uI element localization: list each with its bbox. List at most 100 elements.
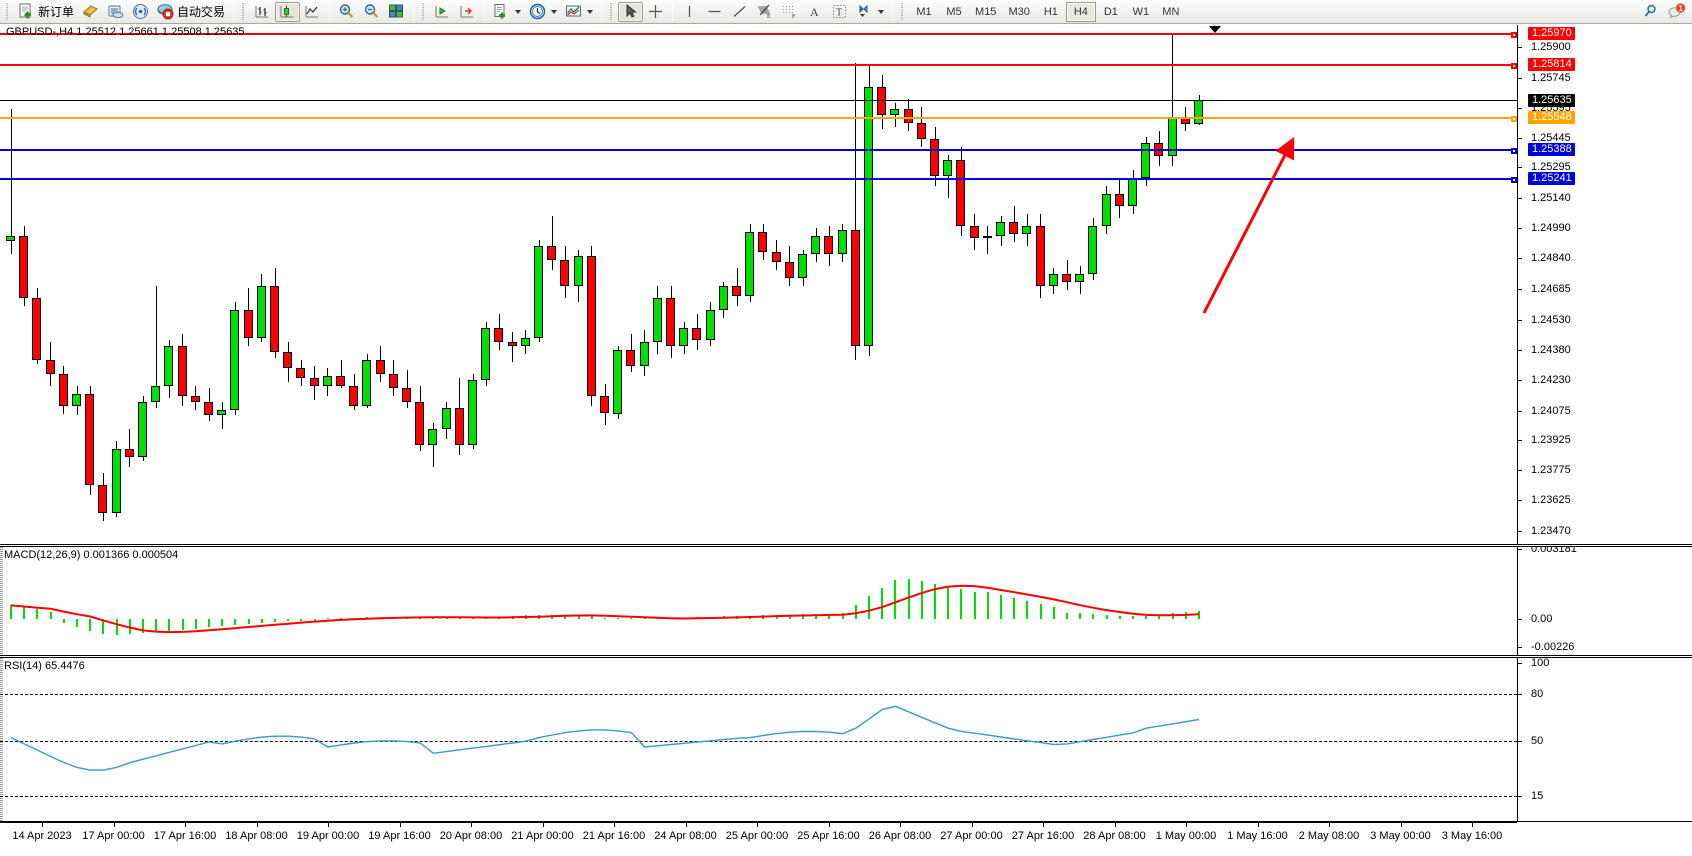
price-plot-area[interactable] [0, 25, 1517, 544]
text-button[interactable]: A [802, 2, 827, 22]
indicators-dropdown-arrow[interactable] [515, 9, 522, 14]
time-axis-line [0, 822, 1517, 823]
period-dropdown-arrow[interactable] [551, 9, 558, 14]
macd-histogram-bar [208, 619, 210, 628]
macd-plot-area[interactable] [0, 547, 1517, 655]
templates-dropdown-arrow[interactable] [587, 9, 594, 14]
crosshair-button[interactable] [643, 2, 668, 22]
support-line-2[interactable] [0, 177, 1517, 184]
timeframe-d1[interactable]: D1 [1103, 5, 1118, 18]
macd-histogram-bar [815, 614, 818, 619]
new-order-button[interactable]: 新订单 [14, 2, 78, 22]
line-handle[interactable] [1511, 147, 1517, 154]
rsi-axis-tick: 100 [1517, 658, 1692, 670]
search-button[interactable] [1638, 2, 1663, 22]
time-axis-label: 27 Apr 00:00 [940, 830, 1003, 842]
timeframe-m15[interactable]: M15 [975, 5, 997, 18]
chart-shift-button[interactable] [430, 2, 455, 22]
period-button[interactable] [525, 2, 561, 22]
timeframe-mn[interactable]: MN [1162, 5, 1180, 18]
toolbar-grip-4[interactable] [609, 2, 616, 21]
timeframe-h1[interactable]: H1 [1043, 5, 1058, 18]
time-axis-label: 27 Apr 16:00 [1011, 830, 1075, 842]
macd-panel-grip[interactable] [0, 547, 3, 655]
time-axis-tick [1257, 822, 1259, 827]
svg-text:1: 1 [1678, 4, 1683, 13]
resistance-line-1[interactable] [0, 31, 1517, 38]
time-axis-label: 26 Apr 08:00 [868, 830, 932, 842]
time-axis-tick [757, 822, 758, 827]
rsi-panel[interactable]: RSI(14) 65.4476 100 80 50 15 [0, 657, 1692, 822]
macd-panel[interactable]: MACD(12,26,9) 0.001366 0.000504 0.003181… [0, 546, 1692, 656]
toolbar-grip-2[interactable] [241, 2, 248, 21]
line-handle[interactable] [1511, 116, 1517, 123]
rsi-axis: 100 80 50 15 [1517, 658, 1692, 821]
rsi-plot-area[interactable] [0, 658, 1517, 821]
auto-trading-button[interactable]: 自动交易 [153, 2, 229, 22]
time-axis-label: 24 Apr 08:00 [654, 830, 717, 842]
resistance-line-2[interactable] [0, 63, 1517, 70]
candle-body [982, 236, 992, 239]
time-axis[interactable]: 14 Apr 2023 17 Apr 00:00 17 Apr 16:00 18 Ap… [0, 822, 1692, 856]
zoom-out-button[interactable] [359, 2, 384, 22]
broadcast-button[interactable] [128, 2, 153, 22]
toolbar-grip-3[interactable] [421, 2, 428, 21]
line-handle[interactable] [1511, 63, 1517, 70]
candle-body [507, 341, 517, 346]
macd-histogram-bar [1026, 601, 1029, 619]
rsi-panel-grip[interactable] [0, 658, 3, 821]
label-button[interactable]: T [827, 2, 852, 22]
line-chart-button[interactable] [300, 2, 325, 22]
price-chart-panel[interactable]: GBPUSD-,H4 1.25512 1.25661 1.25508 1.256… [0, 25, 1692, 545]
line-handle[interactable] [1511, 31, 1517, 38]
macd-histogram-bar [920, 581, 923, 619]
bar-chart-button[interactable] [250, 2, 275, 22]
tile-windows-button[interactable] [384, 2, 409, 22]
vertical-line-button[interactable] [677, 2, 702, 22]
candle-body [481, 327, 491, 380]
candle-body [151, 385, 161, 402]
support-line-1[interactable] [0, 147, 1517, 154]
notification-button[interactable]: 1 [1663, 2, 1690, 22]
time-axis-tick [1329, 822, 1330, 827]
auto-scroll-button[interactable] [455, 2, 480, 22]
timeframe-h4[interactable]: H4 [1065, 1, 1096, 22]
timeframe-w1[interactable]: W1 [1132, 5, 1150, 18]
market-button[interactable] [103, 2, 128, 22]
indicators-button[interactable] [489, 2, 525, 22]
line-handle[interactable] [1511, 177, 1517, 184]
macd-histogram-bar [802, 614, 804, 619]
price-axis-tick: 1.25745 [1517, 72, 1692, 85]
toolbar-grip-1[interactable] [5, 2, 11, 21]
candle-wick [512, 331, 514, 362]
price-axis[interactable]: 1.25900 1.25745 1.25595 1.25445 1.25295 1.251… [1517, 25, 1692, 544]
macd-histogram-bar [1158, 614, 1161, 619]
cursor-button[interactable] [618, 1, 644, 22]
templates-button[interactable] [561, 2, 597, 22]
current-price-line[interactable] [0, 99, 1517, 101]
candlestick-chart-button[interactable] [275, 1, 301, 22]
signals-button[interactable] [78, 2, 103, 22]
trendline-button[interactable] [727, 2, 752, 22]
zoom-in-button[interactable] [334, 2, 359, 22]
macd-histogram-bar [49, 611, 52, 619]
current-price-line-label: 1.25635 [1528, 93, 1575, 107]
new-order-label: 新订单 [38, 5, 75, 19]
candle-body [256, 285, 266, 338]
objects-button[interactable] [852, 2, 888, 22]
timeframe-m1[interactable]: M1 [916, 5, 932, 18]
pivot-line[interactable] [0, 116, 1517, 123]
fibonacci-button[interactable]: E [752, 2, 777, 22]
toolbar-grip-5[interactable] [900, 2, 907, 21]
timeframe-m5[interactable]: M5 [946, 5, 962, 18]
toolbar-separator-5 [601, 2, 603, 21]
candle-body [969, 226, 979, 239]
svg-text:A: A [810, 5, 819, 19]
rsi-axis-tick: 15 [1517, 790, 1692, 803]
channel-button[interactable]: F [777, 2, 802, 22]
objects-dropdown-arrow[interactable] [878, 9, 885, 14]
timeframe-m30[interactable]: M30 [1008, 5, 1030, 18]
candle-body [494, 327, 504, 342]
time-axis-tick [1400, 822, 1402, 827]
horizontal-line-button[interactable] [702, 2, 727, 22]
